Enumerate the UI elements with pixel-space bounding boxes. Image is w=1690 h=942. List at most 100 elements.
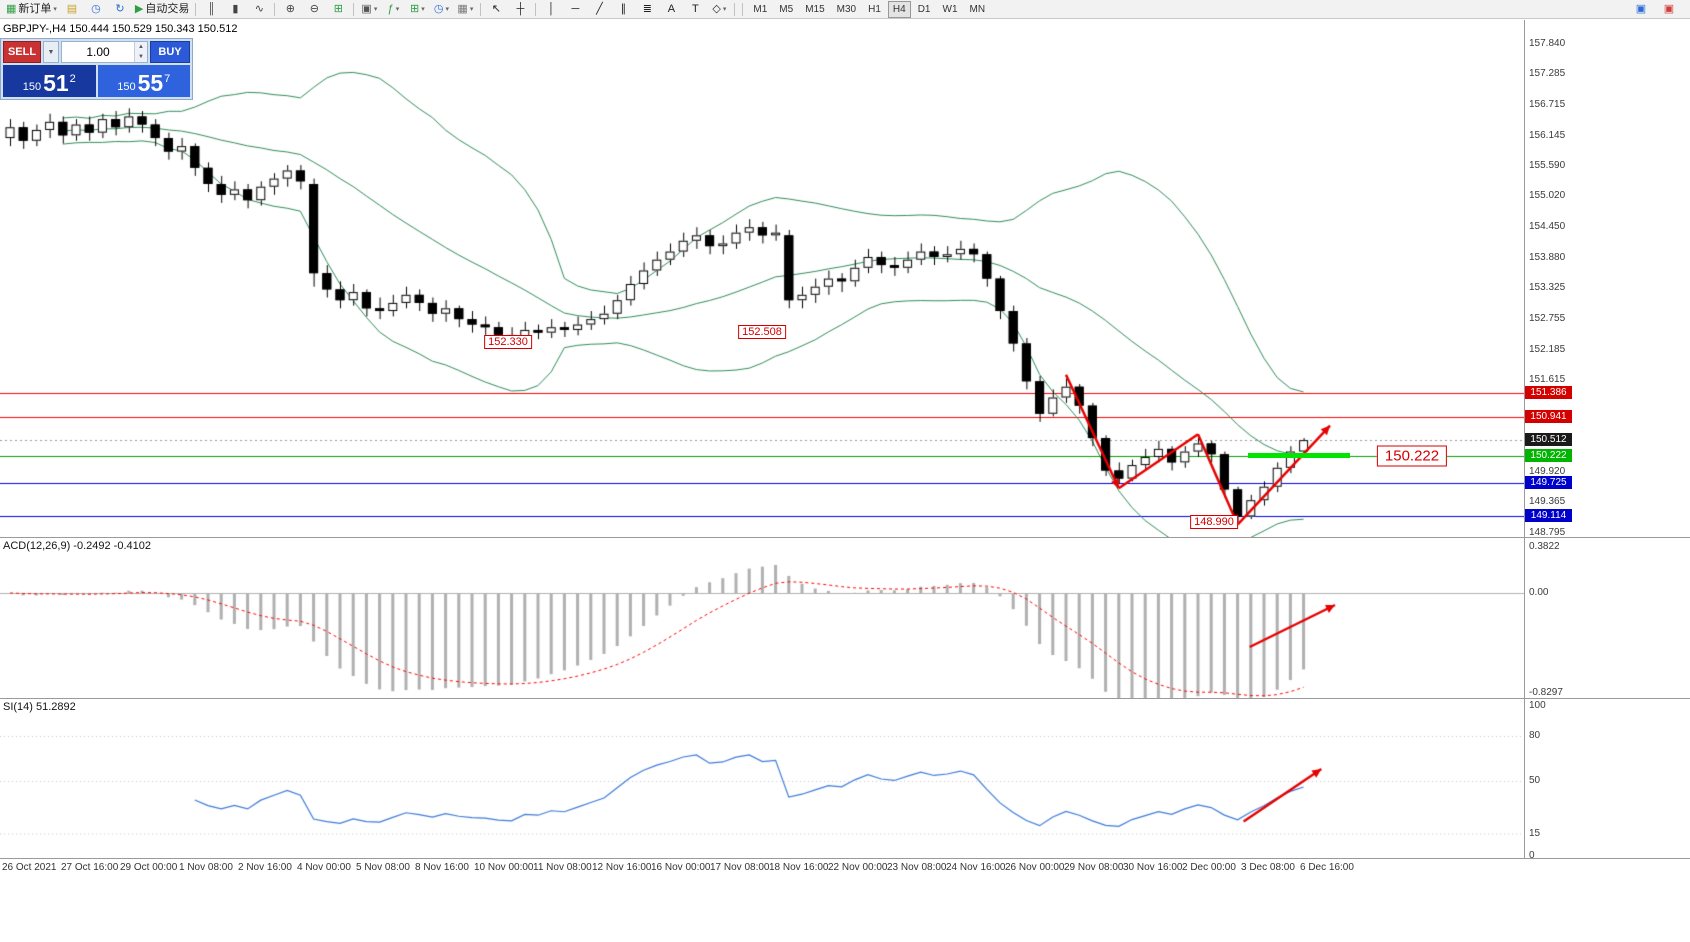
trendline-tool-icon: ╱	[596, 2, 603, 15]
add-window-button[interactable]: ⊞ ▾	[405, 0, 429, 18]
fibonacci-tool-button[interactable]: ≣	[635, 0, 659, 18]
buy-price-big: 55	[137, 70, 164, 96]
chat-icon: ▣	[1635, 2, 1647, 15]
channel-tool-icon: ∥	[620, 2, 627, 15]
volume-input[interactable]	[62, 42, 134, 62]
label-tool-button[interactable]: T	[683, 0, 707, 18]
timeframe-button-H1[interactable]: H1	[868, 3, 881, 15]
time-axis-label: 6 Dec 16:00	[1300, 862, 1354, 873]
toolbar-separator	[274, 2, 276, 16]
vertical-line-tool-button[interactable]: │	[539, 0, 563, 18]
news-button[interactable]: ▣	[1657, 0, 1681, 18]
time-axis-label: 4 Nov 00:00	[297, 862, 351, 873]
price-axis-tick: 149.920	[1529, 466, 1566, 478]
time-axis-label: 30 Nov 16:00	[1123, 862, 1183, 873]
time-axis-label: 1 Nov 08:00	[179, 862, 233, 873]
sell-price-big: 51	[43, 70, 69, 96]
time-axis-label: 10 Nov 00:00	[474, 862, 534, 873]
price-axis-tick: 156.715	[1529, 98, 1566, 110]
volume-up-button[interactable]: ▲	[135, 42, 147, 52]
line-chart-mode-button[interactable]: ∿	[247, 0, 271, 18]
sell-price-display[interactable]: 150 51 2	[3, 65, 96, 97]
time-axis-label: 23 Nov 08:00	[887, 862, 947, 873]
rsi-panel-canvas[interactable]	[0, 700, 1524, 858]
refresh-button[interactable]: ↻	[108, 0, 132, 18]
period-clock-button[interactable]: ◷ ▾	[429, 0, 453, 18]
sell-price-sup: 2	[69, 73, 76, 85]
toolbar-separator	[195, 2, 197, 16]
time-axis-label: 11 Nov 08:00	[533, 862, 592, 873]
vertical-line-tool-icon: │	[547, 2, 555, 15]
arrange-windows-button[interactable]: ▣ ▾	[357, 0, 381, 18]
time-axis-label: 27 Oct 16:00	[61, 862, 119, 873]
zoom-out-button[interactable]: ⊖	[302, 0, 326, 18]
price-axis-tick: 157.285	[1529, 68, 1566, 79]
timeframe-button-W1[interactable]: W1	[942, 3, 958, 15]
volume-dropdown-button[interactable]: ▼	[43, 41, 59, 63]
add-window-button-dropdown-icon: ▾	[421, 5, 425, 13]
timeframe-button-M5[interactable]: M5	[779, 3, 794, 15]
period-clock-icon: ◷	[433, 2, 444, 15]
panel-splitter-macd[interactable]	[0, 537, 1690, 538]
time-axis-label: 8 Nov 16:00	[415, 862, 469, 873]
period-clock-button-dropdown-icon: ▾	[445, 5, 449, 13]
time-axis-label: 2 Dec 00:00	[1182, 862, 1236, 873]
time-axis-label: 17 Nov 08:00	[710, 862, 770, 873]
price-axis-tick: 154.450	[1529, 221, 1566, 233]
rsi-axis-label: 100	[1529, 700, 1546, 711]
history-center-icon: ◷	[91, 2, 101, 15]
indicators-icon: ƒ	[387, 2, 394, 15]
toolbar-separator	[353, 2, 355, 16]
crosshair-tool-button[interactable]: ┼	[508, 0, 532, 18]
macd-panel-canvas[interactable]	[0, 538, 1524, 698]
timeframe-button-M30[interactable]: M30	[836, 3, 857, 15]
toolbar-separator	[480, 2, 482, 16]
sell-button[interactable]: SELL	[3, 41, 41, 63]
zoom-out-icon: ⊖	[309, 2, 319, 15]
chart-symbol-info: GBPJPY-,H4 150.444 150.529 150.343 150.5…	[3, 23, 238, 35]
macd-axis-label: 0.00	[1529, 587, 1549, 598]
buy-price-display[interactable]: 150 55 7	[97, 65, 190, 97]
indicators-button[interactable]: ƒ ▾	[381, 0, 405, 18]
text-tool-button[interactable]: A	[659, 0, 683, 18]
cursor-tool-button[interactable]: ↖	[484, 0, 508, 18]
shapes-tool-button[interactable]: ◇ ▾	[707, 0, 731, 18]
new-order-button-dropdown-icon: ▾	[53, 5, 57, 13]
new-order-button[interactable]: ▦ 新订单 ▾	[3, 0, 60, 18]
time-axis-label: 18 Nov 16:00	[769, 862, 829, 873]
text-tool-icon: A	[667, 2, 676, 15]
candlestick-mode-button[interactable]: ▮	[223, 0, 247, 18]
toolbar-right-group: ▣ ▣	[1629, 0, 1687, 18]
bar-chart-mode-button[interactable]: ║	[199, 0, 223, 18]
time-axis-label: 12 Nov 16:00	[592, 862, 652, 873]
timeframe-button-H4[interactable]: H4	[887, 0, 911, 18]
price-axis-tick: 155.020	[1529, 190, 1566, 202]
buy-button[interactable]: BUY	[150, 41, 190, 63]
fibonacci-tool-icon: ≣	[642, 2, 652, 15]
panel-splitter-rsi[interactable]	[0, 698, 1690, 699]
volume-down-button[interactable]: ▼	[135, 52, 147, 62]
shapes-tool-icon: ◇	[712, 2, 721, 15]
bar-chart-mode-icon: ║	[207, 2, 216, 15]
autotrading-button[interactable]: ▶ 自动交易	[132, 0, 192, 18]
timeframe-button-D1[interactable]: D1	[917, 3, 931, 15]
templates-button[interactable]: ▦ ▾	[453, 0, 477, 18]
price-axis-tag: 149.114	[1525, 508, 1572, 522]
rsi-axis-label: 15	[1529, 827, 1541, 839]
zoom-in-button[interactable]: ⊕	[278, 0, 302, 18]
label-tool-icon: T	[692, 2, 699, 15]
market-depth-button[interactable]: ▤	[60, 0, 84, 18]
timeframe-button-M1[interactable]: M1	[753, 3, 768, 15]
horizontal-line-tool-button[interactable]: ─	[563, 0, 587, 18]
timeframe-button-MN[interactable]: MN	[969, 3, 986, 15]
history-center-button[interactable]: ◷	[84, 0, 108, 18]
chat-button[interactable]: ▣	[1629, 0, 1653, 18]
macd-indicator-label: ACD(12,26,9) -0.2492 -0.4102	[3, 540, 151, 552]
tile-windows-button[interactable]: ⊞	[326, 0, 350, 18]
timeframe-button-M15[interactable]: M15	[805, 3, 825, 15]
trendline-tool-button[interactable]: ╱	[587, 0, 611, 18]
channel-tool-button[interactable]: ∥	[611, 0, 635, 18]
toolbar: ▦ 新订单 ▾ ▤ ◷ ↻ ▶ 自动交易 ║ ▮ ∿ ⊕ ⊖ ⊞ ▣ ▾ ƒ ▾ ⊞ ▾ ◷ ▾ ▦ ▾ ↖ ┼ │ ─ ╱ ∥ ≣ A T ◇ ▾…	[0, 0, 1690, 19]
price-axis-tick: 152.185	[1529, 343, 1566, 355]
main-chart-canvas[interactable]	[0, 20, 1524, 537]
